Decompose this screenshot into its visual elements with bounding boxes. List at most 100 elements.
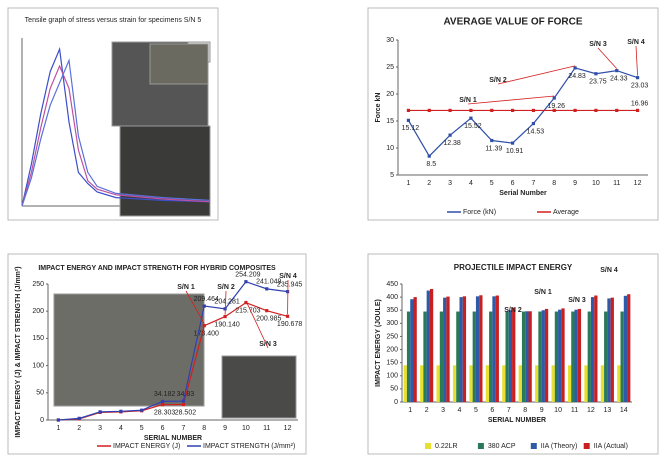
- point: [532, 109, 535, 112]
- x-tick-label: 9: [540, 407, 544, 414]
- y-tick-label: 150: [32, 335, 44, 342]
- bar: [423, 312, 426, 402]
- point: [553, 109, 556, 112]
- value-label: 12.38: [443, 140, 461, 147]
- y-tick-label: 0: [40, 417, 44, 424]
- x-tick-label: 1: [406, 180, 410, 187]
- chart-title: AVERAGE VALUE OF FORCE: [443, 17, 582, 28]
- x-axis-title: Serial Number: [499, 190, 547, 197]
- point: [182, 399, 185, 402]
- x-tick-label: 3: [448, 180, 452, 187]
- x-tick-label: 11: [613, 180, 620, 187]
- bar: [443, 298, 446, 402]
- value-label: 10.91: [506, 148, 524, 155]
- point: [636, 76, 639, 79]
- bar: [440, 312, 443, 402]
- value-label: 204.281: [214, 299, 239, 306]
- bar: [489, 312, 492, 402]
- photo: [150, 44, 208, 84]
- point: [244, 280, 247, 283]
- bar: [627, 294, 630, 402]
- bar: [427, 291, 430, 402]
- y-tick-label: 250: [32, 281, 44, 288]
- legend-swatch: [584, 443, 590, 449]
- bar: [502, 365, 505, 402]
- point: [594, 72, 597, 75]
- bar: [446, 297, 449, 402]
- x-tick-label: 3: [441, 407, 445, 414]
- y-tick-label: 200: [32, 308, 44, 315]
- bar: [535, 365, 538, 402]
- bar: [568, 365, 571, 402]
- bar: [410, 299, 413, 402]
- bar: [476, 296, 479, 402]
- value-label: 23.75: [589, 79, 607, 86]
- value-label: 23.03: [631, 82, 649, 89]
- page: Tensile graph of stress versus strain fo…: [0, 0, 667, 459]
- x-tick-label: 10: [592, 180, 600, 187]
- x-axis-title: SERIAL NUMBER: [488, 417, 546, 424]
- value-label: 215.703: [235, 308, 260, 315]
- y-tick-label: 200: [386, 346, 398, 353]
- value-label: 28.303: [154, 409, 176, 416]
- x-tick-label: 4: [469, 180, 473, 187]
- point: [119, 410, 122, 413]
- chart-title: PROJECTILE IMPACT ENERGY: [454, 263, 573, 272]
- point: [78, 417, 81, 420]
- bar: [437, 365, 440, 402]
- x-tick-label: 2: [425, 407, 429, 414]
- bar: [552, 365, 555, 402]
- x-tick-label: 8: [552, 180, 556, 187]
- point: [511, 141, 514, 144]
- legend-label: Average: [553, 209, 579, 216]
- x-tick-label: 5: [474, 407, 478, 414]
- point: [428, 155, 431, 158]
- value-label: 16.96: [631, 100, 649, 107]
- annotation: S/N 4: [627, 39, 645, 46]
- annotation: S/N 2: [504, 307, 522, 314]
- bar: [558, 310, 561, 402]
- bar: [420, 365, 423, 402]
- point: [265, 309, 268, 312]
- point: [57, 418, 60, 421]
- y-axis-title: IMPACT ENERGY (JOULE): [375, 299, 382, 387]
- bar: [571, 312, 574, 402]
- annotation: S/N 1: [177, 284, 195, 291]
- legend-label: IMPACT ENERGY (J): [113, 443, 180, 450]
- point: [448, 134, 451, 137]
- point: [448, 109, 451, 112]
- bar: [404, 365, 407, 402]
- value-label: 19.26: [547, 103, 565, 110]
- point: [511, 109, 514, 112]
- value-label: 24.83: [568, 73, 586, 80]
- bar: [594, 296, 597, 402]
- y-tick-label: 50: [390, 386, 398, 393]
- point: [407, 119, 410, 122]
- point: [615, 109, 618, 112]
- bar: [555, 312, 558, 402]
- bar: [407, 312, 410, 402]
- point: [573, 109, 576, 112]
- bar: [414, 297, 417, 402]
- legend-swatch: [478, 443, 484, 449]
- photo: [222, 356, 296, 418]
- bar: [512, 308, 515, 402]
- bar: [496, 296, 499, 402]
- x-tick-label: 7: [531, 180, 535, 187]
- value-label: 34.182: [154, 391, 176, 398]
- y-tick-label: 250: [386, 333, 398, 340]
- bar: [479, 295, 482, 402]
- x-tick-label: 7: [507, 407, 511, 414]
- bar: [588, 312, 591, 402]
- y-tick-label: 15: [386, 118, 394, 125]
- legend-label: Force (kN): [463, 209, 496, 216]
- legend-label: 380 ACP: [488, 443, 516, 450]
- bar: [473, 312, 476, 402]
- x-tick-label: 1: [56, 425, 60, 432]
- x-tick-label: 6: [511, 180, 515, 187]
- bar: [542, 310, 545, 402]
- value-label: 190.678: [277, 321, 302, 328]
- bar: [584, 365, 587, 402]
- point: [203, 304, 206, 307]
- annotation: S/N 4: [279, 273, 297, 280]
